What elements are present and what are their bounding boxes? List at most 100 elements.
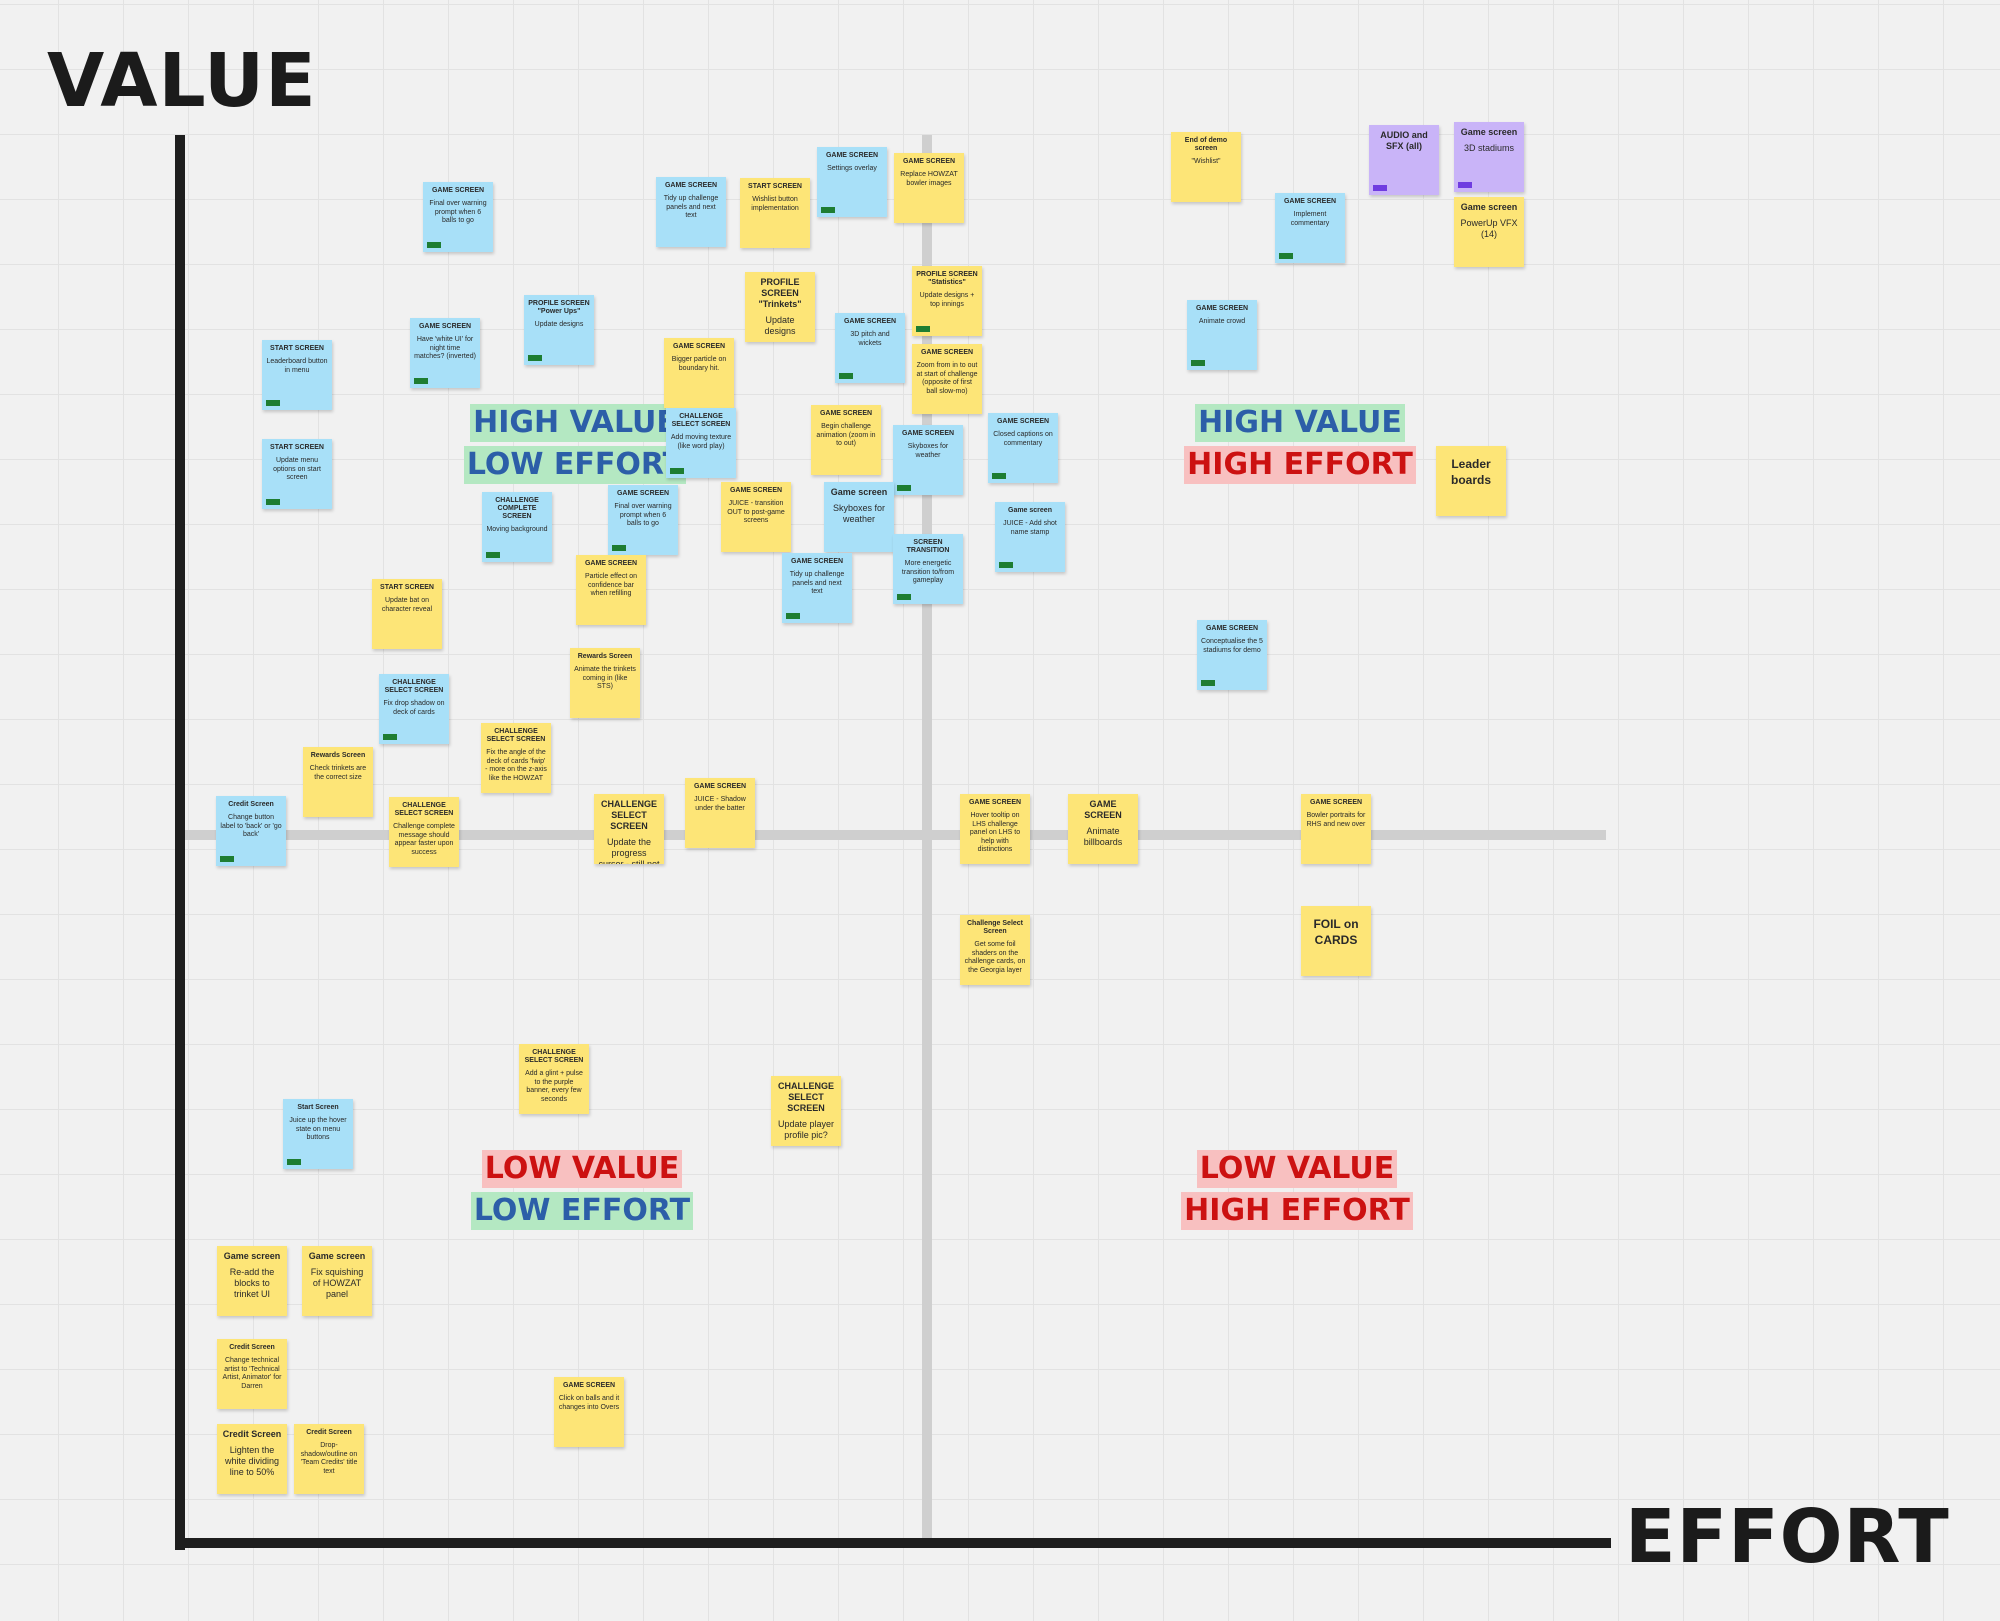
- sticky-note[interactable]: CHALLENGE SELECT SCREEN Update player pro…: [771, 1076, 841, 1146]
- sticky-note-title: GAME SCREEN: [790, 558, 844, 565]
- sticky-note[interactable]: GAME SCREEN Have 'white UI' for night tim…: [410, 318, 480, 388]
- effort-axis-title: EFFORT: [1625, 1494, 1950, 1580]
- sticky-note[interactable]: GAME SCREEN Tidy up challenge panels and …: [782, 553, 852, 623]
- sticky-note-tag: [266, 400, 280, 406]
- sticky-note[interactable]: Game screen Skyboxes for weather: [824, 482, 894, 552]
- sticky-note[interactable]: Credit Screen Change button label to 'bac…: [216, 796, 286, 866]
- sticky-note[interactable]: GAME SCREEN Zoom from in to out at start …: [912, 344, 982, 414]
- sticky-note[interactable]: AUDIO and SFX (all): [1369, 125, 1439, 195]
- sticky-note[interactable]: GAME SCREEN Implement commentary: [1275, 193, 1345, 263]
- sticky-note[interactable]: Game screen JUICE - Add shot name stamp: [995, 502, 1065, 572]
- sticky-note[interactable]: PROFILE SCREEN "Power Ups" Update designs: [524, 295, 594, 365]
- sticky-note[interactable]: START SCREEN Wishlist button implementati…: [740, 178, 810, 248]
- sticky-note[interactable]: CHALLENGE SELECT SCREEN Add moving textur…: [666, 408, 736, 478]
- sticky-note[interactable]: CHALLENGE SELECT SCREEN Challenge complet…: [389, 797, 459, 867]
- sticky-note[interactable]: Credit Screen Change technical artist to …: [217, 1339, 287, 1409]
- value-axis-title: VALUE: [47, 38, 317, 124]
- sticky-note[interactable]: GAME SCREEN Click on balls and it changes…: [554, 1377, 624, 1447]
- sticky-note-title: AUDIO and SFX (all): [1380, 130, 1428, 151]
- sticky-note[interactable]: CHALLENGE SELECT SCREEN Fix drop shadow o…: [379, 674, 449, 744]
- sticky-note[interactable]: End of demo screen "Wishlist": [1171, 132, 1241, 202]
- sticky-note-body: Tidy up challenge panels and next text: [663, 195, 719, 219]
- sticky-note[interactable]: Game screen 3D stadiums: [1454, 122, 1524, 192]
- sticky-note[interactable]: GAME SCREEN Final over warning prompt whe…: [608, 485, 678, 555]
- sticky-note-title: CHALLENGE COMPLETE SCREEN: [495, 497, 539, 520]
- sticky-note[interactable]: GAME SCREEN Conceptualise the 5 stadiums …: [1197, 620, 1267, 690]
- sticky-note[interactable]: Challenge Select Screen Get some foil sha…: [960, 915, 1030, 985]
- sticky-note-title: GAME SCREEN: [418, 323, 472, 330]
- sticky-note-body: Add a glint + pulse to the purple banner…: [525, 1070, 583, 1103]
- sticky-note-title: PROFILE SCREEN "Power Ups": [528, 300, 590, 315]
- sticky-note[interactable]: Start Screen Juice up the hover state on …: [283, 1099, 353, 1169]
- sticky-note[interactable]: Rewards Screen Check trinkets are the cor…: [303, 747, 373, 817]
- sticky-note[interactable]: GAME SCREEN Replace HOWZAT bowler images: [894, 153, 964, 223]
- sticky-note[interactable]: Credit Screen Lighten the white dividing …: [217, 1424, 287, 1494]
- sticky-note-body: Get some foil shaders on the challenge c…: [964, 941, 1026, 974]
- sticky-note-body: Have 'white UI' for night time matches? …: [414, 336, 476, 360]
- sticky-note-body: Click on balls and it changes into Overs: [558, 1395, 620, 1411]
- sticky-note[interactable]: GAME SCREEN Bigger particle on boundary h…: [664, 338, 734, 408]
- sticky-note[interactable]: GAME SCREEN Begin challenge animation (zo…: [811, 405, 881, 475]
- horizontal-divider: [185, 830, 1606, 840]
- quadrant-label-line1: LOW VALUE: [481, 1150, 683, 1188]
- sticky-note[interactable]: START SCREEN Update menu options on start…: [262, 439, 332, 509]
- sticky-note[interactable]: GAME SCREEN 3D pitch and wickets: [835, 313, 905, 383]
- sticky-note[interactable]: Rewards Screen Animate the trinkets comin…: [570, 648, 640, 718]
- sticky-note-tag: [1201, 680, 1215, 686]
- sticky-note-body: Skyboxes for weather: [832, 503, 886, 524]
- sticky-note[interactable]: GAME SCREEN Skyboxes for weather: [893, 425, 963, 495]
- sticky-note[interactable]: GAME SCREEN Final over warning prompt whe…: [423, 182, 493, 252]
- sticky-note[interactable]: CHALLENGE SELECT SCREEN Add a glint + pul…: [519, 1044, 589, 1114]
- sticky-note-body: Update player profile pic?: [777, 1119, 835, 1140]
- sticky-note[interactable]: Game screen Re-add the blocks to trinket …: [217, 1246, 287, 1316]
- sticky-note-body: Update menu options on start screen: [273, 457, 321, 481]
- quadrant-label-line2: LOW EFFORT: [463, 446, 687, 484]
- quadrant-label-line2: HIGH EFFORT: [1181, 1192, 1413, 1230]
- sticky-note[interactable]: FOIL on CARDS: [1301, 906, 1371, 976]
- sticky-note[interactable]: Game screen Fix squishing of HOWZAT panel: [302, 1246, 372, 1316]
- sticky-note-title: Credit Screen: [228, 801, 274, 808]
- sticky-note-title: SCREEN TRANSITION: [906, 539, 950, 554]
- sticky-note[interactable]: GAME SCREEN Settings overlay: [817, 147, 887, 217]
- quadrant-label-line2: HIGH EFFORT: [1184, 446, 1416, 484]
- sticky-note[interactable]: CHALLENGE COMPLETE SCREEN Moving backgrou…: [482, 492, 552, 562]
- sticky-note[interactable]: Game screen PowerUp VFX (14): [1454, 197, 1524, 267]
- quadrant-high-value-low-effort: HIGH VALUE LOW EFFORT: [435, 404, 715, 488]
- sticky-note[interactable]: GAME SCREEN JUICE - Shadow under the batt…: [685, 778, 755, 848]
- sticky-note[interactable]: GAME SCREEN Animate crowd: [1187, 300, 1257, 370]
- sticky-note-title: CHALLENGE SELECT SCREEN: [394, 802, 454, 817]
- sticky-note[interactable]: CHALLENGE SELECT SCREEN Fix the angle of …: [481, 723, 551, 793]
- sticky-note-body: Animate billboards: [1083, 826, 1123, 847]
- sticky-note[interactable]: SCREEN TRANSITION More energetic transiti…: [893, 534, 963, 604]
- sticky-note-tag: [839, 373, 853, 379]
- sticky-note[interactable]: PROFILE SCREEN "Trinkets" Update designs: [745, 272, 815, 342]
- sticky-note[interactable]: PROFILE SCREEN "Statistics" Update design…: [912, 266, 982, 336]
- sticky-note[interactable]: CHALLENGE SELECT SCREEN Update the progre…: [594, 794, 664, 864]
- sticky-note-title: GAME SCREEN: [901, 430, 955, 437]
- sticky-note-body: Fix squishing of HOWZAT panel: [310, 1267, 364, 1299]
- sticky-note[interactable]: GAME SCREEN Particle effect on confidence…: [576, 555, 646, 625]
- sticky-note-title: Game screen: [830, 487, 888, 497]
- sticky-note-body: PowerUp VFX (14): [1460, 218, 1518, 239]
- sticky-note-title: START SCREEN: [270, 444, 324, 451]
- sticky-note-tag: [486, 552, 500, 558]
- sticky-note[interactable]: GAME SCREEN JUICE - transition OUT to pos…: [721, 482, 791, 552]
- sticky-note[interactable]: GAME SCREEN Closed captions on commentary: [988, 413, 1058, 483]
- sticky-note-body: Bowler portraits for RHS and new over: [1306, 812, 1366, 828]
- sticky-note[interactable]: GAME SCREEN Tidy up challenge panels and …: [656, 177, 726, 247]
- sticky-note-body: Re-add the blocks to trinket UI: [229, 1267, 275, 1299]
- sticky-note[interactable]: Leader boards: [1436, 446, 1506, 516]
- sticky-note[interactable]: GAME SCREEN Bowler portraits for RHS and …: [1301, 794, 1371, 864]
- quadrant-label-line1: HIGH VALUE: [1195, 404, 1405, 442]
- sticky-note[interactable]: Credit Screen Drop-shadow/outline on 'Tea…: [294, 1424, 364, 1494]
- sticky-note-body: Fix the angle of the deck of cards 'fwip…: [485, 749, 547, 782]
- sticky-note[interactable]: GAME SCREEN Hover tooltip on LHS challeng…: [960, 794, 1030, 864]
- sticky-note-tag: [999, 562, 1013, 568]
- sticky-note[interactable]: START SCREEN Update bat on character reve…: [372, 579, 442, 649]
- sticky-note-body: Replace HOWZAT bowler images: [900, 171, 958, 187]
- sticky-note-title: Credit Screen: [306, 1429, 352, 1436]
- sticky-note[interactable]: GAME SCREEN Animate billboards: [1068, 794, 1138, 864]
- quadrant-low-value-low-effort: LOW VALUE LOW EFFORT: [442, 1150, 722, 1234]
- sticky-note[interactable]: START SCREEN Leaderboard button in menu: [262, 340, 332, 410]
